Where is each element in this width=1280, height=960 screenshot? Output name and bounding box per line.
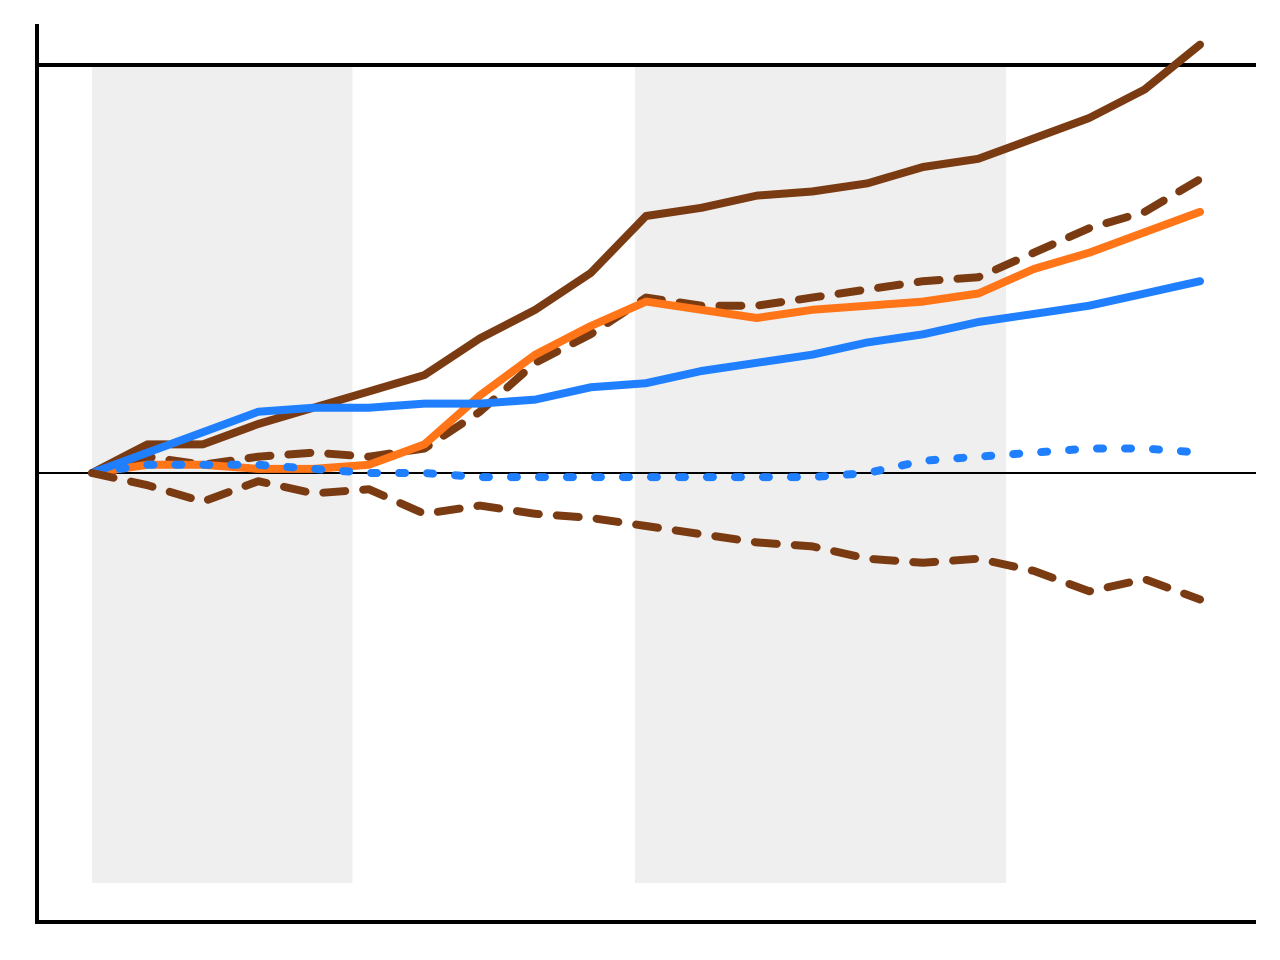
series-line-4	[88, 277, 1204, 477]
series-line-3	[88, 207, 1204, 477]
reference-lines	[37, 63, 1256, 474]
series-lines	[88, 40, 1204, 604]
series-line-1	[88, 40, 1204, 477]
series-line-5	[88, 444, 1204, 482]
series-line-2	[88, 175, 1204, 477]
series-line-6	[88, 469, 1204, 604]
